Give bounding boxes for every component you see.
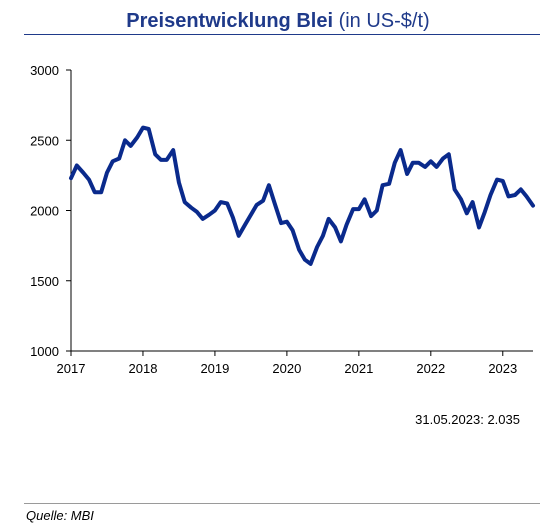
x-tick-label: 2019	[200, 361, 229, 376]
y-tick-label: 2500	[30, 133, 59, 148]
footer-divider	[24, 503, 540, 504]
x-tick-label: 2018	[129, 361, 158, 376]
chart-title-main: Preisentwicklung Blei	[126, 10, 334, 32]
y-tick-label: 2000	[30, 204, 59, 219]
y-tick-label: 1500	[30, 274, 59, 289]
chart-ticks: 1000 1500 2000 2500 3000 2017 2018 2019 2020 2021…	[30, 63, 517, 376]
latest-value-number: 2.035	[487, 412, 520, 427]
x-tick-label: 2017	[57, 361, 86, 376]
chart-title-unit: (in US-$/t)	[338, 10, 430, 32]
series-line-blei	[69, 125, 535, 266]
latest-value-annotation: 31.05.2023: 2.035	[415, 412, 520, 427]
chart-title: Preisentwicklung Blei (in US-$/t)	[0, 10, 556, 33]
x-tick-label: 2022	[416, 361, 445, 376]
title-divider	[24, 34, 540, 35]
x-tick-label: 2021	[344, 361, 373, 376]
chart-plot-area	[69, 125, 535, 266]
y-tick-label: 1000	[30, 344, 59, 359]
y-tick-label: 3000	[30, 63, 59, 78]
x-tick-label: 2020	[272, 361, 301, 376]
x-tick-label: 2023	[488, 361, 517, 376]
latest-value-date: 31.05.2023:	[415, 412, 484, 427]
source-note: Quelle: MBI	[26, 508, 94, 523]
